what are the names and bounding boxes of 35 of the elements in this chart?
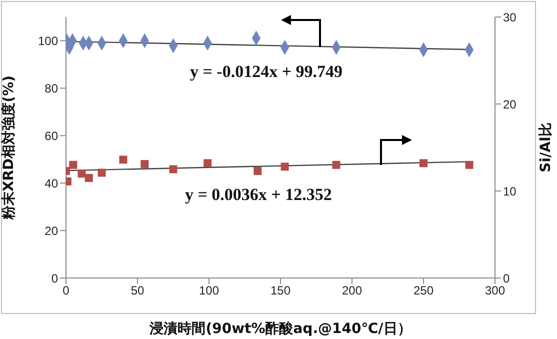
y-axis-title: 粉末XRD相対強度(%) [0, 75, 17, 221]
point [140, 160, 149, 168]
point [204, 159, 212, 168]
y2-tick-label: 20 [503, 97, 517, 112]
point [169, 165, 178, 174]
y-tick-label: 40 [44, 176, 58, 190]
point [69, 160, 78, 169]
point [98, 168, 106, 177]
point [280, 162, 289, 171]
x-axis-title: 浸漬時間(90wt%酢酸aq.@140℃/日） [148, 321, 412, 337]
y-tick-label: 60 [44, 128, 58, 143]
y-tick-label: 100 [38, 34, 58, 48]
point [119, 156, 128, 164]
x-tick-label: 300 [484, 284, 506, 298]
y2-tick-label: 10 [503, 184, 517, 198]
y2-axis-title: Si/Al比 [538, 122, 554, 172]
x-tick-label: 100 [198, 284, 220, 298]
x-tick-label: 150 [270, 284, 291, 298]
annotation: y = -0.0124x + 99.749 [190, 62, 343, 82]
point [78, 170, 86, 178]
x-tick-label: 250 [413, 284, 434, 298]
annotation: y = 0.0036x + 12.352 [185, 185, 332, 205]
point [332, 160, 340, 169]
x-tick-label: 50 [130, 284, 144, 298]
x-tick-label: 200 [342, 284, 362, 298]
y2-tick-label: 30 [503, 10, 517, 24]
y2-tick-label: 0 [503, 271, 510, 286]
x-tick-label: 0 [62, 284, 70, 298]
point [254, 166, 262, 175]
point [420, 159, 428, 168]
y-tick-label: 20 [44, 224, 58, 238]
y-tick-label: 80 [44, 81, 58, 96]
point [84, 174, 93, 182]
y-tick-label: 0 [51, 271, 58, 286]
point [465, 160, 474, 169]
